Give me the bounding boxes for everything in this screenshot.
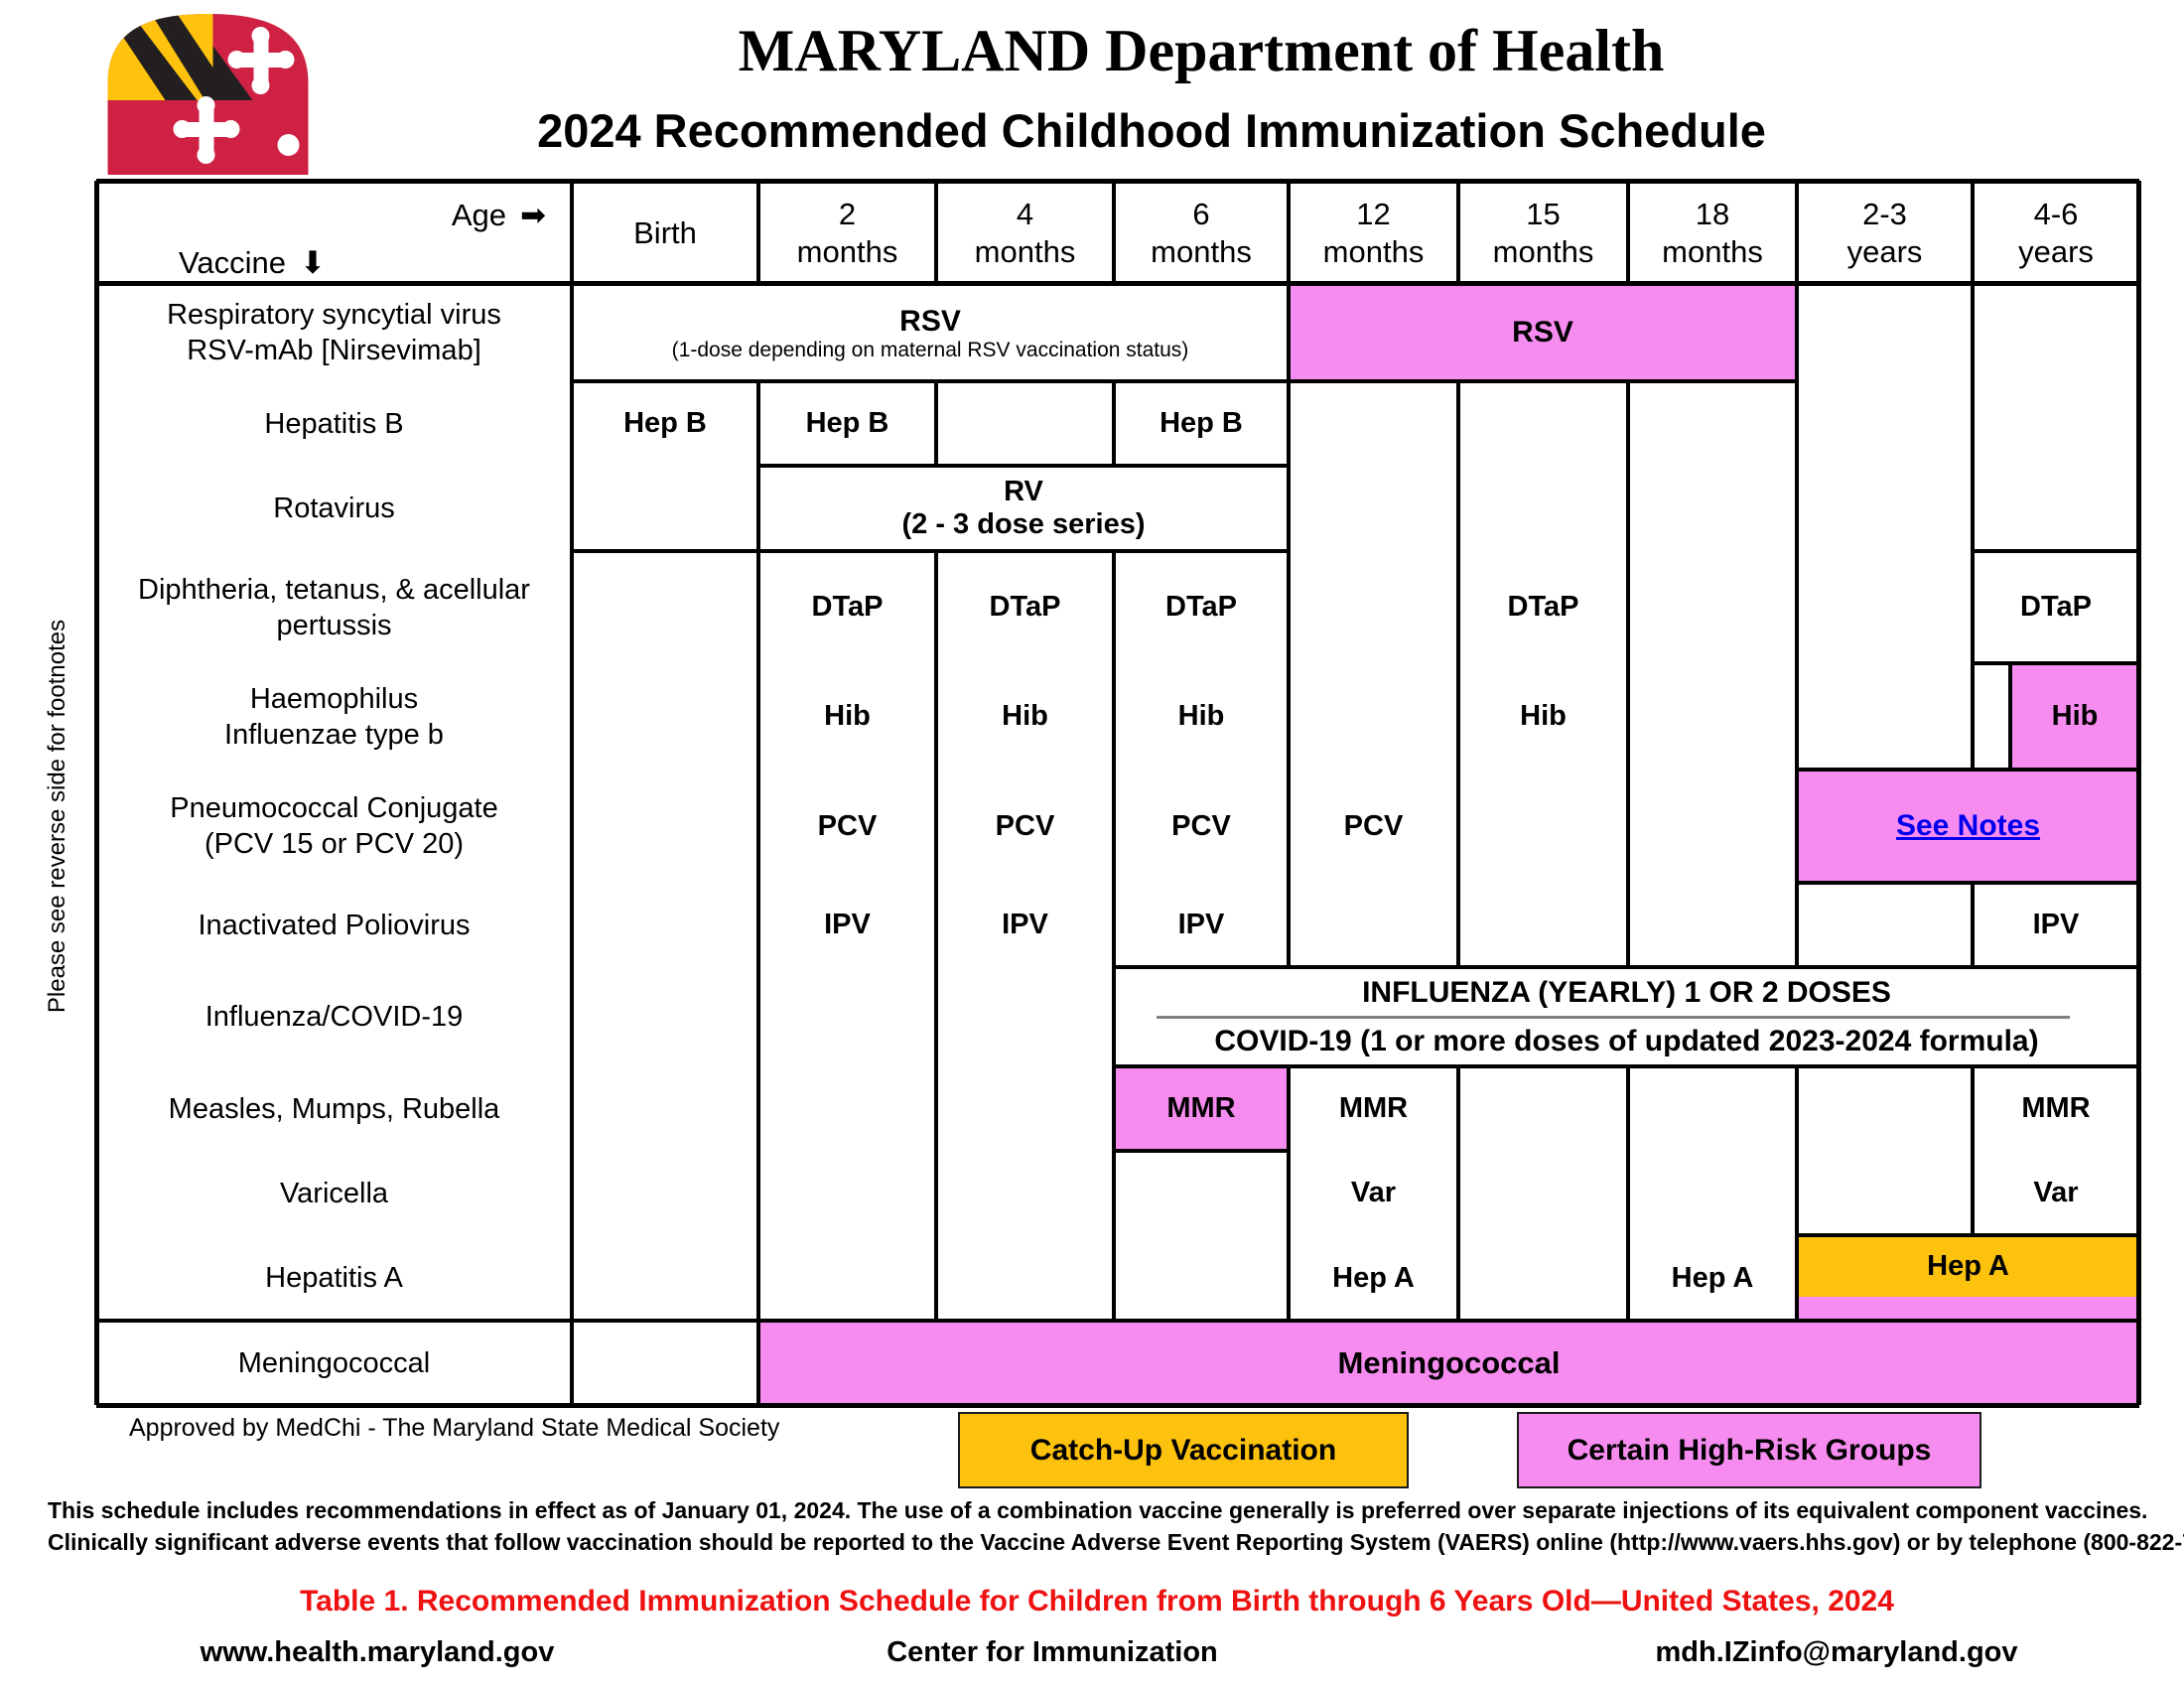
footer-email: mdh.IZinfo@maryland.gov	[1655, 1636, 2018, 1668]
influenza-covid-divider	[1157, 1016, 2070, 1019]
cell-hib-2mo: Hib	[824, 700, 871, 732]
cell-hep-b-2mo: Hep B	[805, 407, 889, 439]
cell-influenza-yearly: INFLUENZA (YEARLY) 1 OR 2 DOSES	[1362, 976, 1891, 1009]
mmr-high-risk-cell	[1114, 1066, 1289, 1151]
cell-pcv-4mo: PCV	[995, 809, 1055, 842]
cell-hep-b-birth: Hep B	[623, 407, 707, 439]
row-label-pcv: Pneumococcal Conjugate (PCV 15 or PCV 20)	[170, 792, 498, 860]
footnote-line-1: This schedule includes recommendations i…	[48, 1497, 2148, 1523]
row-label-rsv: Respiratory syncytial virus RSV-mAb [Nirs…	[167, 298, 501, 366]
cell-rsv-birth-series: RSV (1-dose depending on maternal RSV va…	[671, 305, 1189, 361]
side-footnote-note: Please see reverse side for footnotes	[44, 619, 70, 1014]
cell-hep-a-12mo: Hep A	[1332, 1261, 1415, 1294]
cell-hep-a-18mo: Hep A	[1671, 1261, 1754, 1294]
page-title: MARYLAND Department of Health	[738, 17, 1665, 83]
meningococcal-cell	[758, 1321, 2139, 1405]
table-caption: Table 1. Recommended Immunization Schedu…	[300, 1585, 1894, 1618]
col-header-2-3-years: 2-3 years	[1846, 197, 1923, 269]
col-header-4-months: 4 months	[974, 197, 1076, 269]
age-right-arrow-icon: ➡	[520, 198, 546, 232]
row-label-varicella: Varicella	[279, 1177, 389, 1209]
vaccine-down-arrow-icon: ⬇	[300, 245, 326, 280]
row-label-dtap: Diphtheria, tetanus, & acellular pertussi…	[138, 573, 530, 641]
cell-mmr-4-6yr: MMR	[2021, 1092, 2091, 1124]
approved-by-note: Approved by MedChi - The Maryland State …	[129, 1414, 780, 1442]
footer-website: www.health.maryland.gov	[200, 1636, 555, 1668]
cell-pcv-6mo: PCV	[1171, 809, 1231, 842]
age-axis-label: Age ➡	[451, 198, 546, 232]
cell-rsv-high-risk: RSV	[1512, 315, 1573, 349]
col-header-4-6-years: 4-6 years	[2018, 197, 2094, 269]
col-header-2-months: 2 months	[796, 197, 898, 269]
row-label-ipv: Inactivated Poliovirus	[198, 909, 471, 941]
see-notes-link[interactable]: See Notes	[1895, 809, 2041, 842]
cell-ipv-2mo: IPV	[824, 909, 871, 940]
cell-ipv-4mo: IPV	[1002, 909, 1048, 940]
row-label-mmr: Measles, Mumps, Rubella	[168, 1092, 500, 1125]
row-label-hib: Haemophilus Influenzae type b	[224, 682, 444, 751]
cell-ipv-4-6yr: IPV	[2032, 909, 2080, 940]
col-header-15-months: 15 months	[1492, 197, 1594, 269]
cell-dtap-4mo: DTaP	[989, 591, 1061, 623]
cell-dtap-2mo: DTaP	[811, 591, 884, 623]
cell-dtap-4-6yr: DTaP	[2020, 591, 2092, 623]
col-header-birth: Birth	[633, 215, 697, 250]
footer-center-name: Center for Immunization	[887, 1636, 1218, 1668]
col-header-18-months: 18 months	[1662, 197, 1763, 269]
cell-var-4-6yr: Var	[2033, 1177, 2079, 1208]
cell-mmr-high-risk-6mo: MMR	[1166, 1092, 1236, 1124]
cell-hib-high-risk-4-6yr: Hib	[2051, 700, 2099, 732]
vaccine-axis-label: Vaccine ⬇	[179, 245, 326, 280]
row-label-rotavirus: Rotavirus	[273, 492, 395, 524]
footnote-line-2: Clinically significant adverse events th…	[48, 1529, 2184, 1555]
cell-hep-a-catch-up: Hep A	[1927, 1249, 2009, 1282]
cell-rotavirus-series: RV (2 - 3 dose series)	[901, 476, 1146, 540]
row-label-hep-b: Hepatitis B	[264, 407, 404, 440]
cell-hib-15mo: Hib	[1520, 700, 1567, 732]
hib-high-risk-cell	[2010, 663, 2139, 770]
row-label-hep-a: Hepatitis A	[265, 1262, 403, 1294]
pcv-see-notes-cell	[1797, 770, 2139, 883]
cell-hib-6mo: Hib	[1177, 700, 1225, 732]
cell-dtap-6mo: DTaP	[1165, 591, 1237, 623]
col-header-12-months: 12 months	[1322, 197, 1425, 269]
row-label-meningococcal: Meningococcal	[237, 1346, 431, 1379]
hep-a-catch-up-overlay	[1797, 1235, 2139, 1297]
rsv-high-risk-cell	[1289, 283, 1797, 381]
page-subtitle: 2024 Recommended Childhood Immunization …	[537, 103, 1766, 157]
legend-certain-high-risk-groups: Certain High-Risk Groups	[1517, 1412, 1981, 1488]
cell-covid-19: COVID-19 (1 or more doses of updated 202…	[1214, 1025, 2039, 1057]
cell-dtap-15mo: DTaP	[1507, 591, 1579, 623]
col-header-6-months: 6 months	[1151, 197, 1252, 269]
cell-pcv-2mo: PCV	[817, 809, 878, 842]
cell-ipv-6mo: IPV	[1177, 909, 1225, 940]
cell-hib-4mo: Hib	[1002, 700, 1048, 732]
row-label-influenza-covid: Influenza/COVID-19	[205, 1001, 464, 1033]
legend-catch-up-vaccination: Catch-Up Vaccination	[958, 1412, 1409, 1488]
cell-hep-b-6mo: Hep B	[1160, 407, 1243, 439]
maryland-flag-logo	[107, 14, 309, 175]
hep-a-high-risk-cell	[1797, 1235, 2139, 1321]
cell-pcv-12mo: PCV	[1343, 809, 1404, 842]
cell-meningococcal: Meningococcal	[1337, 1344, 1561, 1380]
cell-var-12mo: Var	[1350, 1177, 1397, 1208]
cell-mmr-12mo: MMR	[1338, 1092, 1409, 1124]
